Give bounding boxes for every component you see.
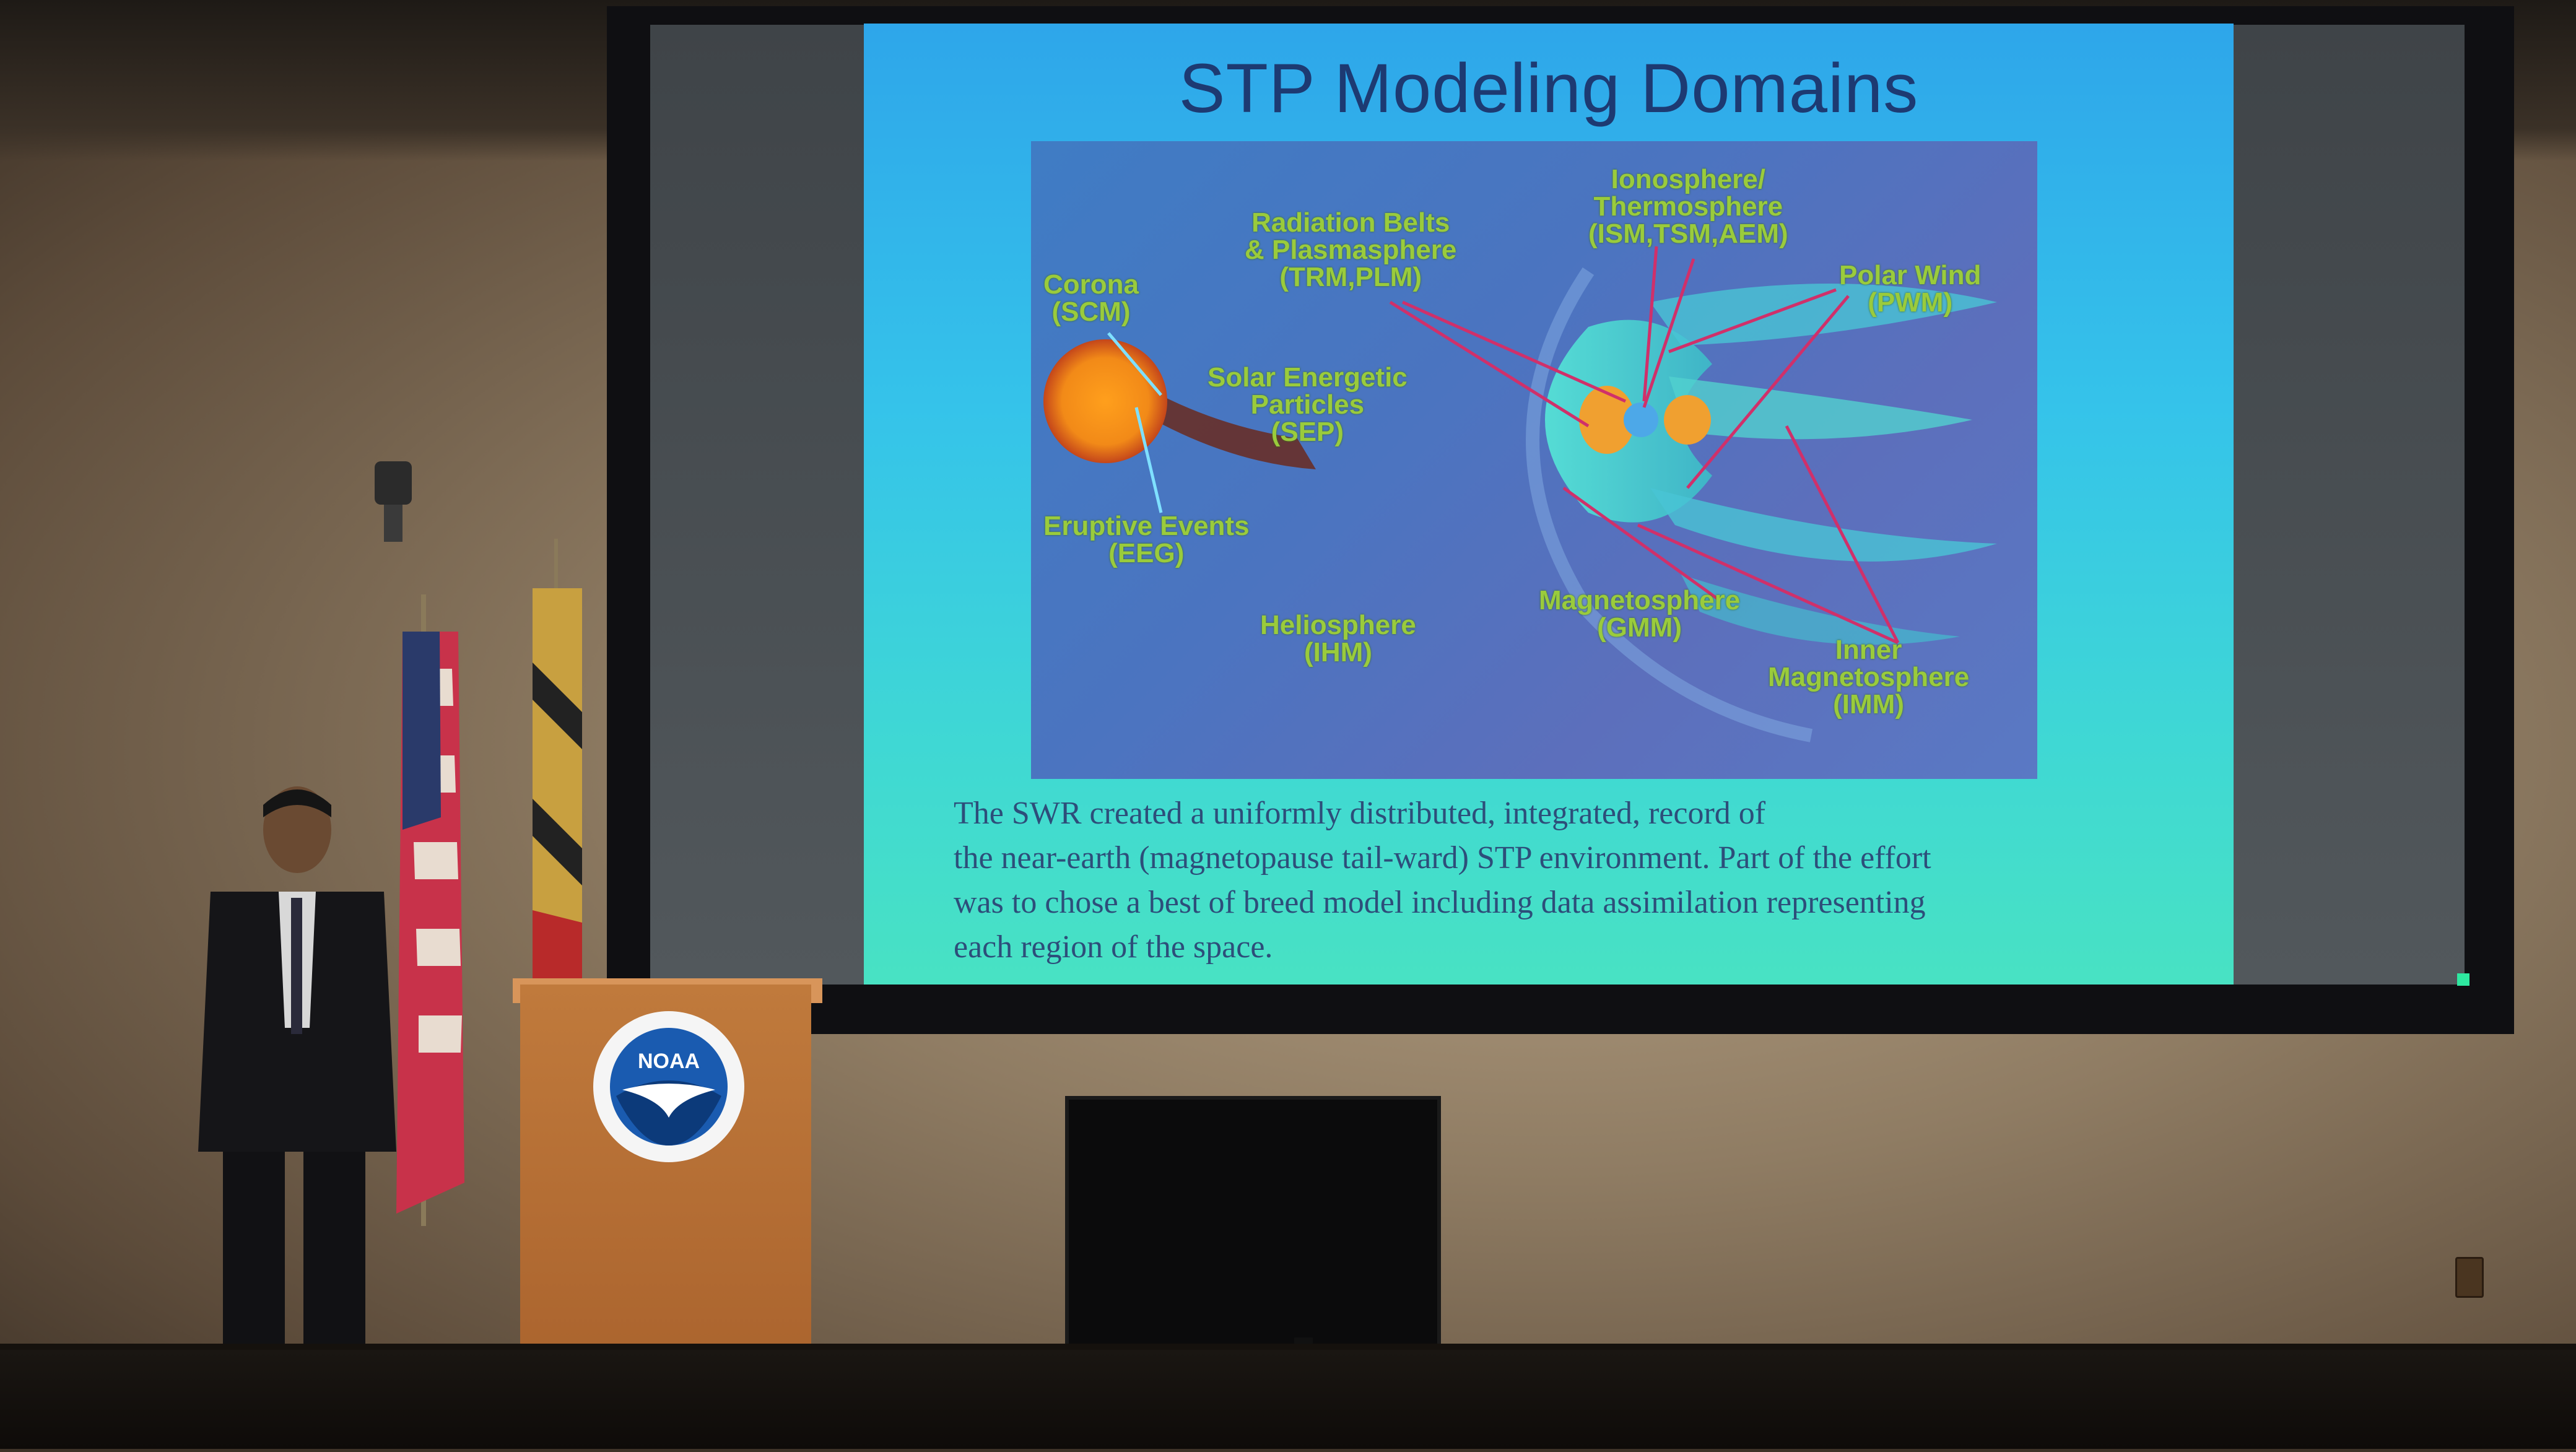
label-solar-energetic-particles: Solar Energetic Particles (SEP) [1208,362,1408,447]
us-flag [384,594,477,1226]
label-polar-wind: Polar Wind (PWM) [1839,260,1982,318]
stage-floor [0,1350,2576,1449]
noaa-logo-icon: NOAA [591,1009,746,1164]
label-corona: Corona (SCM) [1043,269,1139,327]
slide-caption: The SWR created a uniformly distributed,… [954,796,1931,965]
earth-icon [1624,402,1658,437]
stage-monitor [1065,1096,1441,1351]
wall-outlet-icon [2455,1257,2484,1298]
label-magnetosphere: Magnetosphere (GMM) [1539,585,1741,643]
presentation-slide: STP Modeling Domains [864,24,2234,985]
label-inner-magnetosphere: Inner Magnetosphere (IMM) [1768,635,1970,719]
diagram-graphic [1043,246,1997,742]
slide-title: STP Modeling Domains [1178,50,1919,127]
wall-light-icon [365,461,421,554]
label-ionosphere: Ionosphere/Thermosphere (ISM,TSM,AEM) [1588,164,1788,249]
label-eruptive-events: Eruptive Events (EEG) [1043,511,1250,568]
stp-domains-diagram: Corona (SCM) Radiation Belts & Plasmaspher… [1031,141,2037,779]
label-heliosphere: Heliosphere (IHM) [1260,610,1416,667]
label-radiation-belts: Radiation Belts & Plasmasphere (TRM,PLM) [1245,207,1457,292]
diagram-arrows [1389,246,1900,645]
screen-indicator-dot [2457,973,2469,986]
sun-icon [1043,339,1167,463]
svg-text:NOAA: NOAA [638,1050,700,1073]
state-flag [520,539,594,985]
